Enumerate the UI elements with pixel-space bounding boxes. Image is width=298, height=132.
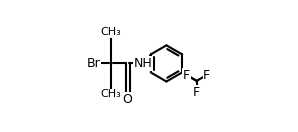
Text: Br: Br: [86, 57, 100, 70]
Text: F: F: [183, 69, 190, 82]
Text: CH₃: CH₃: [100, 27, 121, 37]
Text: F: F: [193, 86, 200, 99]
Text: NH: NH: [134, 57, 153, 70]
Text: CH₃: CH₃: [100, 89, 121, 99]
Text: O: O: [123, 93, 133, 106]
Text: F: F: [203, 69, 210, 82]
